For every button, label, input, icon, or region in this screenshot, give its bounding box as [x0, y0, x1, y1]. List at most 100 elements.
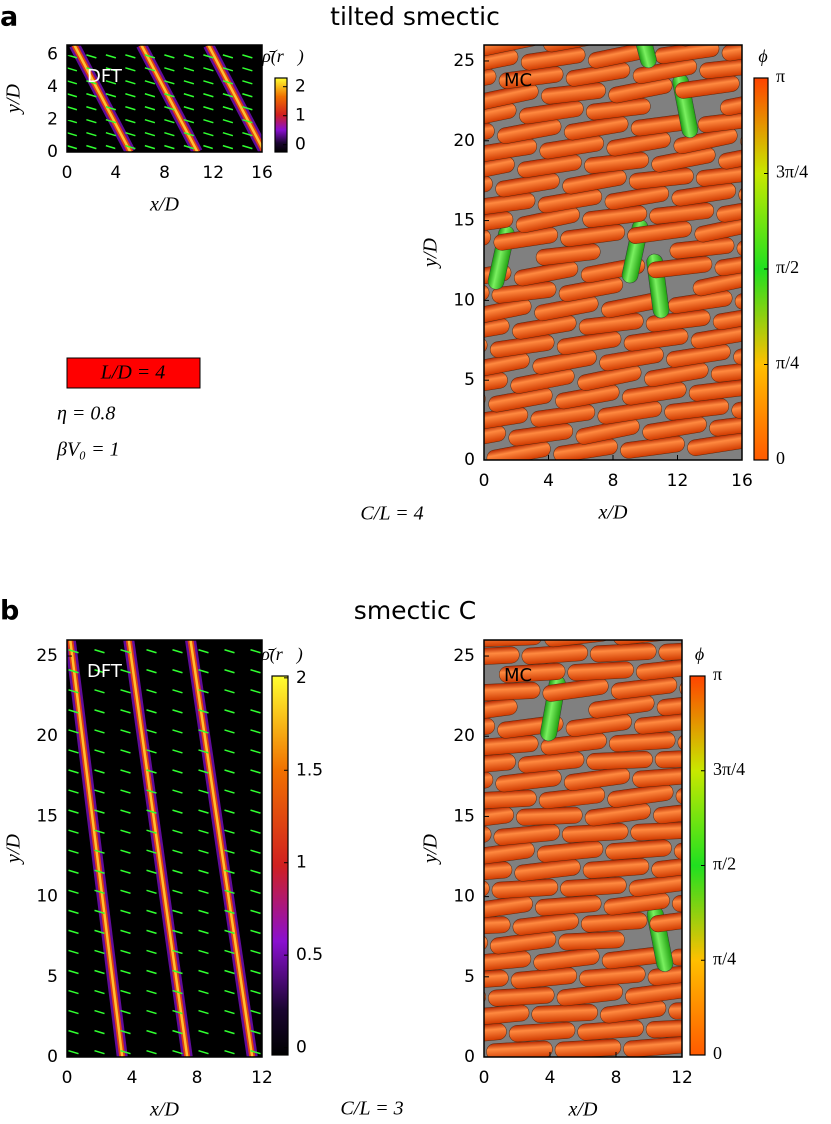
rod: [537, 840, 604, 863]
director: [67, 67, 78, 72]
director: [242, 144, 253, 150]
y-axis-label: y/D: [3, 84, 25, 115]
frame: [483, 639, 683, 1058]
rod: [560, 876, 627, 898]
director: [68, 889, 79, 895]
director: [94, 809, 105, 814]
director: [94, 649, 105, 654]
director: [146, 909, 157, 915]
director: [224, 789, 235, 794]
rod: [484, 45, 541, 57]
director: [198, 669, 209, 674]
director: [94, 1049, 105, 1055]
director: [224, 1049, 235, 1055]
rod: [733, 339, 742, 366]
director: [250, 789, 261, 794]
director: [242, 67, 253, 72]
director: [94, 849, 105, 854]
director: [120, 969, 131, 975]
director: [164, 144, 175, 150]
director: [172, 769, 183, 774]
director: [125, 144, 136, 150]
director: [198, 789, 209, 794]
rod: [698, 817, 766, 841]
director: [224, 849, 235, 854]
rod: [484, 806, 514, 830]
director: [222, 80, 234, 85]
plot-area: [484, 640, 766, 1057]
rod: [607, 783, 674, 808]
director: [172, 729, 183, 734]
rod: [484, 753, 516, 775]
rod: [738, 179, 742, 204]
director: [67, 106, 78, 111]
colorbar-tick-label: π/4: [713, 948, 736, 968]
colorbar-tick-label: 2: [295, 77, 306, 97]
director: [94, 789, 105, 794]
director: [224, 989, 235, 995]
rod: [535, 895, 602, 917]
director: [198, 929, 209, 935]
director: [224, 869, 235, 874]
director: [183, 118, 195, 124]
x-axis-label: x/D: [149, 194, 179, 216]
x-tick-label: 0: [479, 471, 490, 491]
director: [68, 1009, 79, 1015]
director: [105, 131, 117, 137]
director: [172, 889, 183, 895]
panel-label: a: [0, 2, 18, 33]
director: [120, 769, 131, 774]
rod: [484, 1023, 507, 1045]
director: [250, 669, 261, 674]
rod: [651, 855, 682, 878]
y-tick-label: 5: [464, 370, 475, 390]
rod: [714, 251, 742, 277]
parameter: βV₀ = 1: [56, 439, 120, 461]
director: [203, 93, 214, 98]
rod: [484, 988, 487, 1009]
rod: [508, 1021, 576, 1043]
director: [250, 809, 261, 814]
director: [144, 93, 156, 98]
director: [250, 869, 261, 874]
rod: [484, 895, 533, 920]
director: [250, 989, 261, 995]
y-axis-label: y/D: [420, 834, 442, 865]
rod: [679, 675, 682, 698]
x-tick-label: 12: [202, 163, 224, 183]
rod: [741, 71, 807, 97]
x-axis-label: x/D: [568, 1099, 598, 1121]
director: [172, 909, 183, 915]
x-tick-label: 16: [251, 163, 273, 183]
director: [146, 769, 157, 774]
director: [146, 989, 157, 995]
director: [224, 969, 235, 975]
x-tick-label: 8: [192, 1068, 203, 1088]
rod: [484, 424, 506, 451]
director: [86, 118, 97, 124]
director: [224, 709, 235, 714]
rod: [677, 45, 742, 47]
x-tick-label: 0: [62, 163, 73, 183]
rod: [668, 1000, 682, 1020]
director: [120, 729, 131, 734]
rod: [484, 717, 496, 740]
director: [120, 1029, 131, 1035]
rod: [484, 640, 543, 648]
director: [224, 909, 235, 915]
director: [172, 809, 183, 814]
y-tick-label: 0: [464, 450, 475, 470]
colorbar-tick-label: π/2: [713, 854, 736, 874]
director: [94, 1009, 105, 1015]
director: [250, 1009, 261, 1015]
director: [164, 67, 175, 72]
rod: [484, 175, 493, 201]
colorbar-tick-label: 0: [296, 1038, 307, 1058]
rod: [484, 211, 514, 235]
director: [146, 789, 157, 794]
director: [198, 869, 209, 874]
director: [120, 849, 131, 854]
director: [250, 649, 261, 654]
director: [86, 80, 97, 85]
colorbar: [271, 675, 289, 1056]
